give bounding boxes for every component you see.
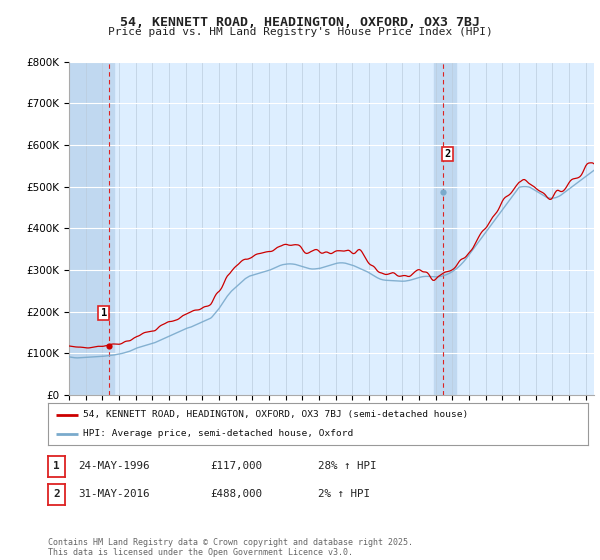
Bar [69,62,113,395]
Text: 2% ↑ HPI: 2% ↑ HPI [318,489,370,500]
Text: 1: 1 [101,308,107,318]
Text: 31-MAY-2016: 31-MAY-2016 [78,489,149,500]
Text: £488,000: £488,000 [210,489,262,500]
Text: 1: 1 [53,461,60,472]
Text: HPI: Average price, semi-detached house, Oxford: HPI: Average price, semi-detached house,… [83,430,353,438]
Text: 2: 2 [445,149,451,159]
Text: Price paid vs. HM Land Registry's House Price Index (HPI): Price paid vs. HM Land Registry's House … [107,27,493,37]
Bar [434,62,456,395]
Text: Contains HM Land Registry data © Crown copyright and database right 2025.
This d: Contains HM Land Registry data © Crown c… [48,538,413,557]
Text: £117,000: £117,000 [210,461,262,472]
Text: 54, KENNETT ROAD, HEADINGTON, OXFORD, OX3 7BJ: 54, KENNETT ROAD, HEADINGTON, OXFORD, OX… [120,16,480,29]
Text: 54, KENNETT ROAD, HEADINGTON, OXFORD, OX3 7BJ (semi-detached house): 54, KENNETT ROAD, HEADINGTON, OXFORD, OX… [83,410,469,419]
Text: 24-MAY-1996: 24-MAY-1996 [78,461,149,472]
Text: 2: 2 [53,489,60,500]
Text: 28% ↑ HPI: 28% ↑ HPI [318,461,377,472]
